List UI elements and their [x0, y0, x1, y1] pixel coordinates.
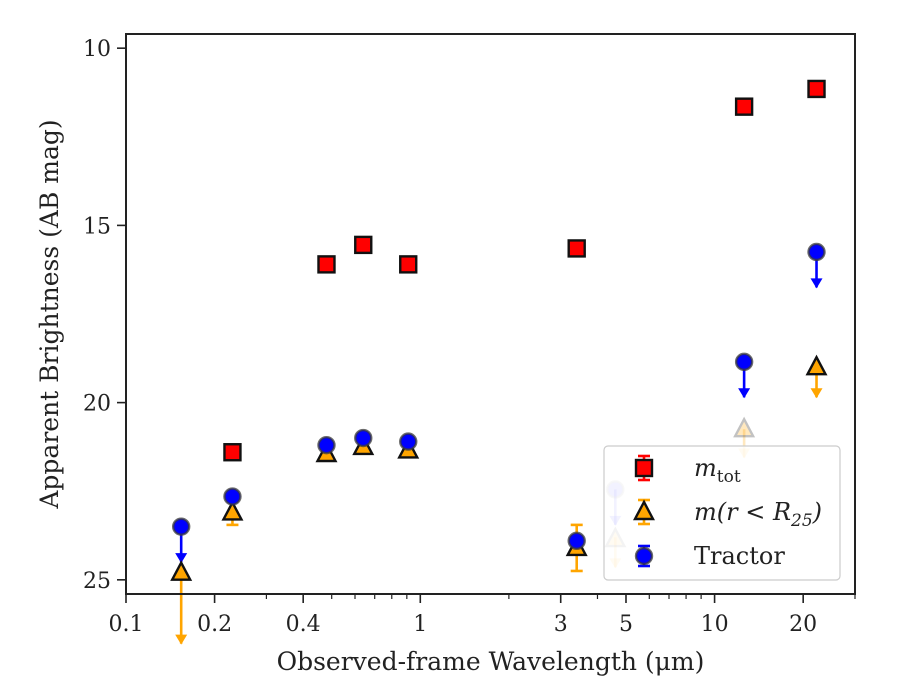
x-tick-label: 0.1 [109, 612, 144, 637]
upper-limit-arrow [738, 388, 751, 399]
x-tick-label: 3 [554, 612, 568, 637]
legend-label-tractor: Tractor [694, 542, 785, 570]
legend-label-sub: 25 [790, 511, 813, 531]
marker-m-tot [317, 255, 336, 274]
legend-label-m_tot: mtot [694, 454, 741, 487]
x-tick-label: 0.2 [197, 612, 232, 637]
legend-label-sub: tot [717, 467, 741, 487]
marker-tractor [807, 242, 826, 262]
legend-marker-tractor [634, 546, 654, 566]
legend-marker-m_tot [634, 458, 654, 478]
x-tick-label: 1 [413, 612, 427, 637]
legend-box [603, 445, 841, 581]
y-tick-label: 10 [83, 37, 111, 62]
marker-m-r25 [805, 354, 828, 376]
marker-m-tot [223, 443, 242, 462]
x-tick-label: 10 [701, 612, 729, 637]
legend-label-base: m(r < R [694, 498, 791, 526]
marker-tractor [354, 428, 373, 448]
marker-tractor [223, 487, 242, 506]
legend-label-m_r25: m(r < R25) [694, 498, 822, 531]
legend-label-base: m [694, 454, 717, 482]
upper-limit-arrow [175, 634, 188, 645]
axis-ticks: 0.1 0.2 0.4 1 3 5 10 20 10 15 20 25 [83, 37, 856, 637]
upper-limit-arrow [175, 553, 188, 564]
marker-tractor [734, 352, 754, 372]
marker-m-tot [567, 239, 586, 258]
x-axis-label: Observed-frame Wavelength (μm) [277, 647, 705, 676]
upper-limit-arrow [810, 388, 823, 399]
upper-limit-arrow [810, 278, 823, 289]
marker-m-r25 [170, 560, 193, 581]
marker-m-tot [399, 255, 418, 274]
y-tick-label: 15 [83, 214, 111, 239]
marker-m-tot [354, 235, 373, 255]
legend-label-tail: ) [812, 498, 822, 526]
marker-tractor [399, 432, 418, 451]
marker-m-r25 [733, 416, 756, 438]
x-tick-label: 5 [619, 612, 633, 637]
marker-m-tot [734, 97, 754, 116]
legend-marker-m_r25 [633, 499, 655, 521]
legend-label-text: Tractor [694, 542, 785, 570]
y-tick-label: 25 [83, 569, 111, 594]
plot-frame [125, 33, 856, 595]
marker-tractor [171, 517, 191, 536]
marker-m-r25 [221, 499, 244, 521]
marker-tractor [317, 435, 336, 455]
x-tick-label: 0.4 [286, 612, 321, 637]
legend: mtot m(r < R25) Tractor [603, 445, 841, 581]
marker-tractor [567, 531, 586, 551]
marker-m-tot [807, 79, 826, 99]
data-markers [170, 79, 828, 581]
x-tick-label: 20 [789, 612, 817, 637]
y-axis-label: Apparent Brightness (AB mag) [35, 119, 64, 509]
y-tick-label: 20 [83, 392, 111, 417]
